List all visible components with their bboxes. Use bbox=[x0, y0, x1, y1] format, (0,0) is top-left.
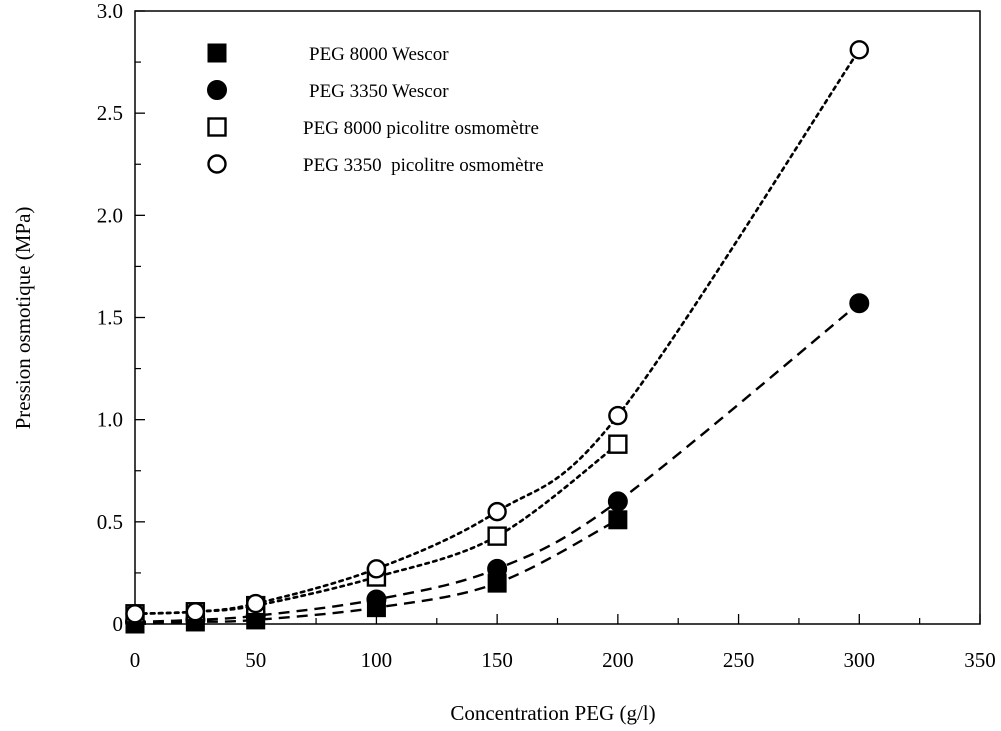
x-tick-label: 350 bbox=[964, 648, 996, 672]
data-point-series-2 bbox=[366, 589, 387, 610]
y-tick-label: 1.0 bbox=[97, 408, 123, 432]
legend-marker-4 bbox=[207, 154, 227, 174]
legend-label-2: PEG 3350 Wescor bbox=[309, 81, 449, 102]
axis-ticks bbox=[134, 10, 981, 625]
data-point-series-4 bbox=[608, 405, 628, 426]
data-point-series-4 bbox=[125, 604, 145, 624]
y-tick-label: 2.0 bbox=[97, 203, 123, 227]
legend-marker-3 bbox=[207, 117, 227, 137]
data-point-series-4 bbox=[487, 501, 507, 522]
axis-tick-labels: 0 50 100 150 200 250 300 350 0 0.5 1.0 1.5 2.0 2.5 3.0 bbox=[97, 0, 996, 672]
series-markers bbox=[125, 40, 870, 634]
data-point-series-2 bbox=[487, 558, 508, 579]
x-tick-label: 200 bbox=[602, 648, 634, 672]
y-tick-label: 0.5 bbox=[97, 510, 123, 534]
legend-marker-2 bbox=[207, 80, 227, 100]
y-tick-label: 1.5 bbox=[97, 306, 123, 330]
x-tick-label: 300 bbox=[844, 648, 876, 672]
legend-label-4: PEG 3350 picolitre osmomètre bbox=[303, 155, 544, 176]
plot-frame bbox=[134, 10, 981, 625]
y-tick-label: 3.0 bbox=[97, 0, 123, 23]
legend-label-1: PEG 8000 Wescor bbox=[309, 44, 449, 65]
data-point-series-1 bbox=[608, 510, 628, 530]
y-axis-label: Pression osmotique (MPa) bbox=[11, 207, 35, 430]
legend-marker-1 bbox=[207, 43, 227, 63]
data-point-series-3 bbox=[608, 434, 628, 454]
y-tick-label: 0 bbox=[113, 612, 124, 636]
data-point-series-4 bbox=[246, 593, 266, 614]
x-tick-label: 100 bbox=[361, 648, 393, 672]
data-point-series-2 bbox=[849, 293, 870, 314]
x-axis-label: Concentration PEG (g/l) bbox=[450, 701, 655, 725]
data-point-series-4 bbox=[849, 40, 869, 60]
data-point-series-2 bbox=[607, 491, 628, 512]
legend: PEG 8000 Wescor PEG 3350 Wescor PEG 8000 p… bbox=[207, 43, 544, 176]
x-tick-label: 50 bbox=[245, 648, 266, 672]
legend-label-3: PEG 8000 picolitre osmomètre bbox=[303, 118, 539, 139]
y-tick-label: 2.5 bbox=[97, 101, 123, 125]
x-tick-label: 0 bbox=[130, 648, 141, 672]
x-tick-label: 150 bbox=[481, 648, 513, 672]
series-line-2 bbox=[134, 302, 861, 624]
series-line-3 bbox=[133, 442, 620, 616]
data-point-series-3 bbox=[487, 526, 507, 546]
data-point-series-4 bbox=[366, 559, 387, 579]
data-point-series-4 bbox=[185, 602, 206, 622]
series-line-4 bbox=[133, 48, 861, 616]
x-tick-label: 250 bbox=[723, 648, 755, 672]
